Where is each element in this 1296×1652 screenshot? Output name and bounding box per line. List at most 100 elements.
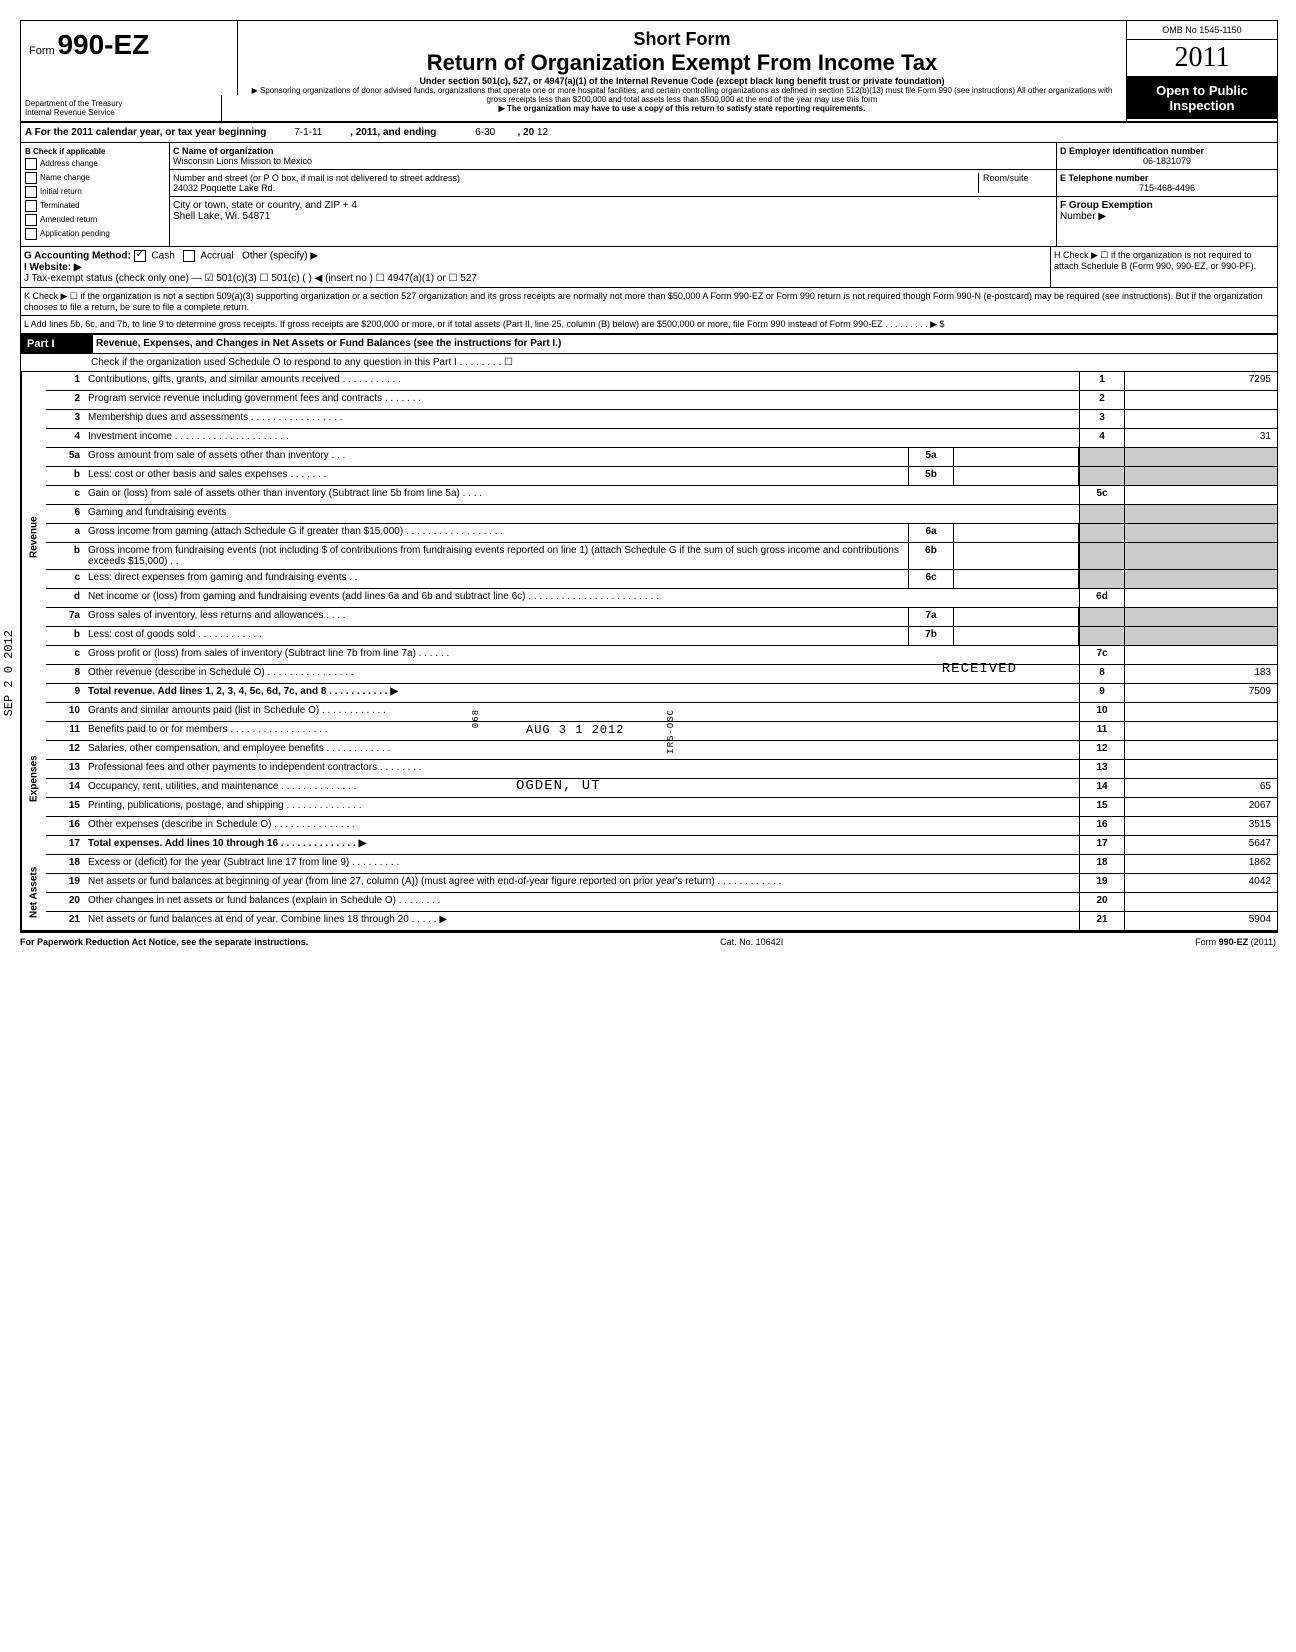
open-public-line1: Open to Public xyxy=(1133,83,1271,98)
line-num: 14 xyxy=(46,779,84,797)
main-title: Return of Organization Exempt From Incom… xyxy=(246,50,1118,76)
check-label: Address change xyxy=(40,159,98,168)
sub-val xyxy=(954,448,1079,466)
line-desc: Professional fees and other payments to … xyxy=(84,760,1079,778)
line-desc: Gross sales of inventory, less returns a… xyxy=(84,608,908,626)
line-num: 17 xyxy=(46,836,84,854)
line-val xyxy=(1124,741,1277,759)
line-box: 15 xyxy=(1079,798,1124,816)
city-label: City or town, state or country, and ZIP … xyxy=(173,200,1053,211)
org-info-row: B Check if applicable Address change Nam… xyxy=(21,143,1277,247)
line-val: 65 xyxy=(1124,779,1277,797)
date-stamp: AUG 3 1 2012 xyxy=(526,723,624,737)
line-val: 4042 xyxy=(1124,874,1277,892)
line-num: 3 xyxy=(46,410,84,428)
sub-val xyxy=(954,467,1079,485)
org-address: 24032 Poquette Lake Rd. xyxy=(173,183,978,193)
line-num: 2 xyxy=(46,391,84,409)
section-k-note: K Check ▶ ☐ if the organization is not a… xyxy=(21,288,1277,316)
line-num: 6 xyxy=(46,505,84,523)
sub-val xyxy=(954,543,1079,569)
line-num: 20 xyxy=(46,893,84,911)
begin-date: 7-1-11 xyxy=(294,127,322,138)
line-desc: Other changes in net assets or fund bala… xyxy=(84,893,1079,911)
shaded-val xyxy=(1124,467,1277,485)
addr-label: Number and street (or P O box, if mail i… xyxy=(173,173,978,183)
check-name-change[interactable]: Name change xyxy=(25,172,165,184)
line-val xyxy=(1124,589,1277,607)
line-num: 12 xyxy=(46,741,84,759)
ogden-stamp: OGDEN, UT xyxy=(516,778,601,794)
tax-exempt-status: J Tax-exempt status (check only one) — ☑… xyxy=(24,273,477,284)
shaded-box xyxy=(1079,505,1124,523)
line-num: 15 xyxy=(46,798,84,816)
line-desc: Membership dues and assessments . . . . … xyxy=(84,410,1079,428)
open-public-badge: Open to Public Inspection xyxy=(1127,77,1277,119)
line-num: c xyxy=(46,646,84,664)
cash-checkbox[interactable] xyxy=(134,250,146,262)
irs-label: Internal Revenue Service xyxy=(25,108,217,117)
other-specify: Other (specify) ▶ xyxy=(242,251,318,262)
line-val: 183 xyxy=(1124,665,1277,683)
org-name: Wisconsin Lions Mission to Mexico xyxy=(173,156,1053,166)
check-address-change[interactable]: Address change xyxy=(25,158,165,170)
line-box: 19 xyxy=(1079,874,1124,892)
line-box: 5c xyxy=(1079,486,1124,504)
sub-val xyxy=(954,608,1079,626)
line-num: d xyxy=(46,589,84,607)
phone-label: E Telephone number xyxy=(1060,173,1274,183)
line-num: 13 xyxy=(46,760,84,778)
line-num: 5a xyxy=(46,448,84,466)
line-num: 9 xyxy=(46,684,84,702)
sub-box: 6a xyxy=(908,524,954,542)
part1-check-note: Check if the organization used Schedule … xyxy=(21,354,1277,372)
revenue-section: Revenue 1Contributions, gifts, grants, a… xyxy=(21,372,1277,703)
irs-osc-stamp: IRS-OSC xyxy=(666,709,676,754)
name-label: C Name of organization xyxy=(173,146,1053,156)
open-public-line2: Inspection xyxy=(1133,98,1271,113)
shaded-val xyxy=(1124,570,1277,588)
line-val xyxy=(1124,410,1277,428)
section-b-header: B Check if applicable xyxy=(25,147,165,156)
section-a-mid: , 2011, and ending xyxy=(350,127,436,138)
line-desc: Less: cost or other basis and sales expe… xyxy=(84,467,908,485)
line-val xyxy=(1124,703,1277,721)
part1-badge: Part I xyxy=(21,335,93,353)
line-val: 7509 xyxy=(1124,684,1277,702)
sponsor-note: ▶ Sponsoring organizations of donor advi… xyxy=(246,86,1118,104)
line-box: 10 xyxy=(1079,703,1124,721)
line-val xyxy=(1124,893,1277,911)
title-cell: Short Form Return of Organization Exempt… xyxy=(238,21,1126,121)
line-box: 6d xyxy=(1079,589,1124,607)
line-desc: Net assets or fund balances at beginning… xyxy=(84,874,1079,892)
line-desc: Program service revenue including govern… xyxy=(84,391,1079,409)
line-desc: Contributions, gifts, grants, and simila… xyxy=(84,372,1079,390)
line-desc: Gross income from gaming (attach Schedul… xyxy=(84,524,908,542)
accrual-checkbox[interactable] xyxy=(183,250,195,262)
room-label: Room/suite xyxy=(978,173,1053,193)
net-assets-section: Net Assets 18Excess or (deficit) for the… xyxy=(21,855,1277,932)
line-box: 4 xyxy=(1079,429,1124,447)
check-initial-return[interactable]: Initial return xyxy=(25,186,165,198)
line-desc: Gross income from fundraising events (no… xyxy=(84,543,908,569)
website-label: I Website: ▶ xyxy=(24,262,82,273)
check-amended[interactable]: Amended return xyxy=(25,214,165,226)
line-desc: Less: direct expenses from gaming and fu… xyxy=(84,570,908,588)
check-label: Initial return xyxy=(40,187,82,196)
line-desc: Grants and similar amounts paid (list in… xyxy=(84,703,1079,721)
line-desc: Gross profit or (loss) from sales of inv… xyxy=(84,646,1079,664)
line-num: 8 xyxy=(46,665,84,683)
line-box: 7c xyxy=(1079,646,1124,664)
ein-label: D Employer identification number xyxy=(1060,146,1274,156)
sub-box: 7a xyxy=(908,608,954,626)
expenses-section: Expenses 068 AUG 3 1 2012 IRS-OSC OGDEN,… xyxy=(21,703,1277,855)
check-terminated[interactable]: Terminated xyxy=(25,200,165,212)
line-num: 7a xyxy=(46,608,84,626)
form-prefix: Form xyxy=(29,45,55,57)
line-box: 21 xyxy=(1079,912,1124,930)
cash-label: Cash xyxy=(151,251,174,262)
line-val xyxy=(1124,391,1277,409)
group-exempt-label: F Group Exemption xyxy=(1060,200,1274,211)
check-app-pending[interactable]: Application pending xyxy=(25,228,165,240)
line-desc: Gaming and fundraising events xyxy=(84,505,1079,523)
